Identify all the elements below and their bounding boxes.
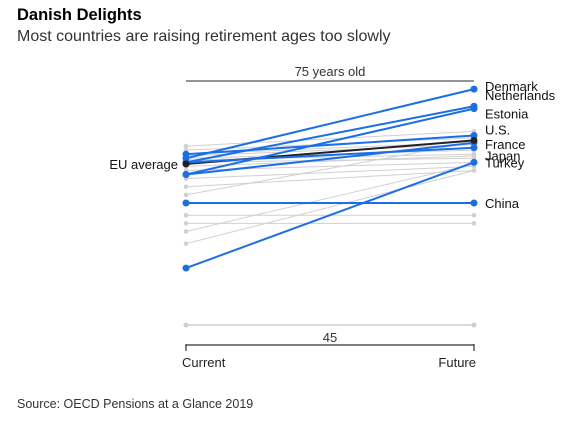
chart-title: Danish Delights xyxy=(17,6,142,24)
eu-average-point-current xyxy=(182,160,190,168)
point-future xyxy=(470,144,478,152)
series-label: Denmark xyxy=(485,79,538,94)
x-tick-label-future: Future xyxy=(438,355,476,370)
eu-average-point-future xyxy=(470,136,478,144)
other-country-line xyxy=(185,157,475,163)
other-country-line xyxy=(185,163,475,232)
other-country-line xyxy=(185,155,475,167)
other-point-future xyxy=(471,212,477,218)
reference-dot xyxy=(183,322,189,328)
series-label: Turkey xyxy=(485,155,525,170)
chart-subtitle: Most countries are raising retirement ag… xyxy=(17,28,391,45)
point-future xyxy=(470,199,478,207)
series-line-denmark xyxy=(185,88,475,160)
point-future xyxy=(470,158,478,166)
series-line-france xyxy=(185,141,475,176)
reference-label-top: 75 years old xyxy=(295,64,366,79)
series-label: Estonia xyxy=(485,107,529,122)
series-line-estonia xyxy=(185,107,475,176)
other-point-current xyxy=(183,184,189,190)
point-current xyxy=(182,199,190,207)
eu-average-label: EU average xyxy=(109,157,178,172)
point-current xyxy=(182,264,190,272)
other-country-line xyxy=(185,169,475,188)
other-point-current xyxy=(183,221,189,226)
x-tick-label-current: Current xyxy=(182,355,226,370)
series-label: China xyxy=(485,196,520,211)
other-point-current xyxy=(183,229,189,234)
series-line-japan xyxy=(185,146,475,164)
other-point-future xyxy=(471,153,477,159)
other-point-current xyxy=(183,241,189,246)
point-current xyxy=(182,171,190,179)
point-current xyxy=(182,150,190,158)
series-line-turkey xyxy=(185,161,475,270)
series-line-us xyxy=(185,134,475,156)
series-label: Netherlands xyxy=(485,88,556,103)
other-country-line xyxy=(185,169,475,245)
reference-dot xyxy=(471,322,477,328)
source-note: Source: OECD Pensions at a Glance 2019 xyxy=(17,397,254,411)
point-future xyxy=(470,85,478,93)
series-label: U.S. xyxy=(485,122,510,137)
other-point-current xyxy=(183,212,189,218)
other-country-line xyxy=(185,165,475,180)
other-country-line xyxy=(185,130,475,147)
other-point-current xyxy=(183,143,189,149)
series-line-netherlands xyxy=(185,105,475,164)
point-future xyxy=(470,105,478,113)
reference-label-bottom: 45 xyxy=(323,330,337,345)
point-future xyxy=(470,131,478,139)
series-label: Japan xyxy=(485,149,520,164)
other-point-future xyxy=(471,221,477,226)
series-label: France xyxy=(485,137,525,152)
other-point-current xyxy=(183,192,189,198)
other-point-future xyxy=(471,168,477,173)
